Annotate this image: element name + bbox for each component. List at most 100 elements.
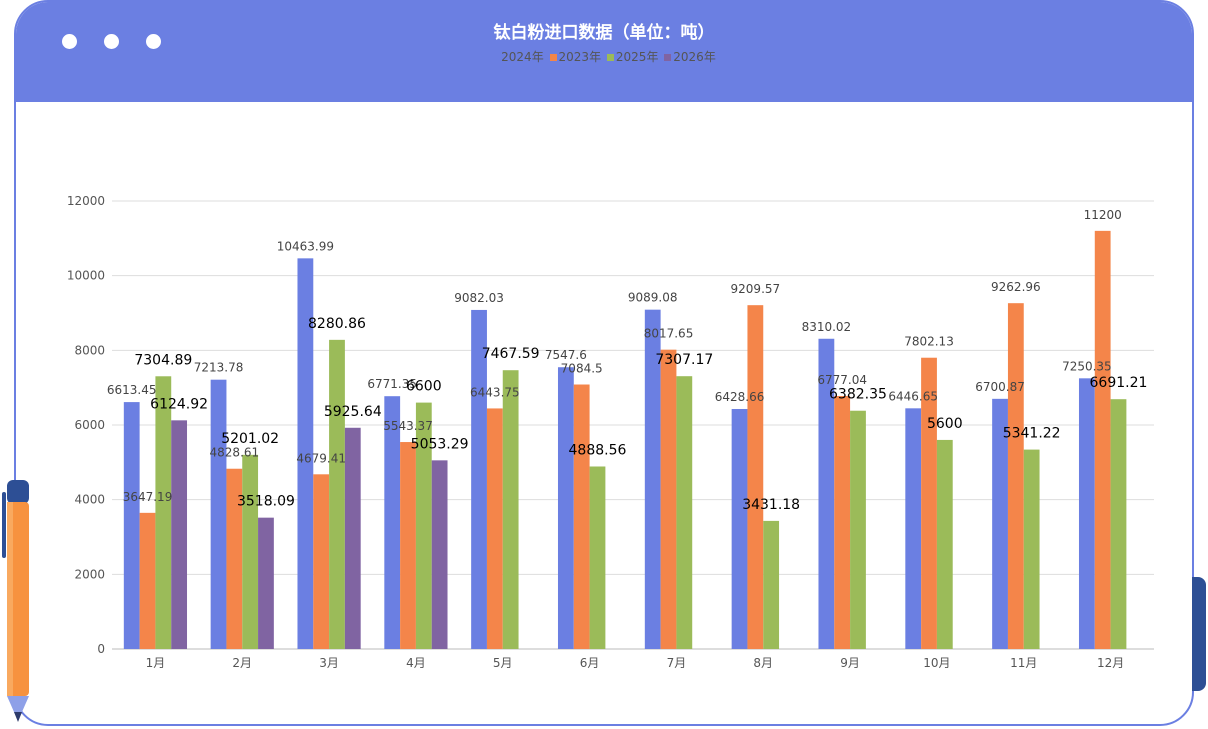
bar — [329, 339, 345, 649]
bar — [210, 379, 227, 649]
data-label: 6691.21 — [1090, 375, 1148, 391]
x-tick-label: 9月 — [840, 656, 860, 670]
x-tick-label: 2月 — [232, 656, 252, 670]
data-label: 9089.08 — [628, 291, 678, 305]
x-tick-label: 11月 — [1010, 656, 1037, 670]
bar — [258, 517, 274, 649]
legend-item[interactable]: 2025年 — [606, 48, 659, 65]
window-dot-icon[interactable] — [62, 34, 77, 49]
bar — [936, 439, 953, 649]
legend-item[interactable]: 2026年 — [664, 48, 716, 65]
data-label: 10463.99 — [277, 239, 334, 253]
data-label: 5600 — [927, 416, 963, 432]
bar — [155, 376, 172, 649]
chart-legend: 2024年 2023年 2025年 2026年 — [16, 48, 1192, 65]
data-label: 6600 — [406, 379, 442, 395]
legend-label: 2025年 — [615, 50, 659, 64]
bar — [226, 468, 243, 649]
data-label: 6443.75 — [470, 385, 520, 399]
bar — [384, 396, 401, 649]
legend-label: 2026年 — [673, 50, 716, 64]
bar — [573, 384, 590, 649]
bar — [1007, 303, 1024, 649]
bar — [1078, 378, 1095, 649]
bar — [471, 309, 487, 649]
data-label: 3647.19 — [123, 490, 173, 504]
data-label: 5053.29 — [411, 436, 469, 452]
pencil-icon — [2, 480, 29, 722]
bar — [400, 442, 416, 649]
legend-item[interactable]: 2023年 — [549, 48, 601, 65]
bar — [644, 309, 661, 649]
bar — [1110, 399, 1127, 649]
data-label: 7467.59 — [482, 346, 540, 362]
data-label: 5341.22 — [1003, 426, 1061, 442]
bar — [502, 370, 519, 649]
bar — [242, 454, 259, 649]
bar — [676, 376, 693, 649]
bar — [171, 420, 188, 649]
data-label: 7547.6 — [545, 348, 587, 362]
x-tick-label: 3月 — [319, 656, 339, 670]
y-tick-label: 0 — [97, 642, 105, 656]
bar — [431, 460, 448, 649]
bar — [123, 402, 140, 649]
bar — [905, 408, 922, 649]
bar — [660, 349, 677, 649]
legend-swatch — [492, 54, 500, 61]
bar — [486, 408, 503, 649]
y-tick-label: 6000 — [74, 418, 105, 432]
data-label: 3518.09 — [237, 494, 295, 510]
y-tick-label: 2000 — [74, 567, 105, 581]
bar — [1023, 449, 1040, 649]
window-dot-icon[interactable] — [146, 34, 161, 49]
bar — [921, 357, 937, 649]
data-label: 5925.64 — [324, 404, 382, 420]
x-tick-label: 12月 — [1097, 656, 1124, 670]
x-tick-label: 10月 — [923, 656, 950, 670]
bar — [992, 398, 1008, 649]
bar — [139, 512, 156, 649]
x-tick-label: 4月 — [406, 656, 426, 670]
bar — [313, 474, 330, 649]
window-header: 钛白粉进口数据（单位：吨） 2024年 2023年 2025年 2026年 — [16, 2, 1192, 102]
data-label: 6700.87 — [975, 380, 1025, 394]
x-tick-label: 8月 — [753, 656, 773, 670]
window-dot-icon[interactable] — [104, 34, 119, 49]
legend-swatch — [549, 54, 557, 61]
bar — [557, 367, 574, 649]
data-label: 11200 — [1084, 208, 1122, 222]
y-tick-label: 4000 — [74, 493, 105, 507]
bar — [415, 402, 432, 649]
bar — [589, 466, 606, 649]
y-tick-label: 12000 — [67, 194, 105, 208]
data-label: 7213.78 — [194, 361, 244, 375]
data-label: 6771.35 — [367, 377, 417, 391]
data-label: 8310.02 — [802, 320, 852, 334]
data-label: 6613.45 — [107, 383, 157, 397]
legend-item[interactable]: 2024年 — [492, 48, 544, 65]
x-tick-label: 6月 — [580, 656, 600, 670]
bar — [297, 258, 314, 649]
bar — [731, 408, 748, 649]
y-tick-label: 10000 — [67, 269, 105, 283]
data-label: 9209.57 — [731, 282, 781, 296]
bar — [763, 520, 780, 649]
data-label: 7304.89 — [134, 352, 192, 368]
bar — [344, 427, 361, 649]
x-tick-label: 1月 — [146, 656, 166, 670]
x-tick-label: 7月 — [667, 656, 687, 670]
data-label: 5543.37 — [383, 419, 433, 433]
bar — [747, 305, 764, 649]
data-label: 4828.61 — [210, 446, 260, 460]
data-label: 4888.56 — [569, 442, 627, 458]
legend-swatch — [606, 54, 614, 61]
data-label: 6124.92 — [150, 396, 208, 412]
data-label: 6382.35 — [829, 387, 887, 403]
data-label: 9082.03 — [454, 291, 504, 305]
data-label: 8017.65 — [644, 327, 694, 341]
bar — [850, 410, 866, 649]
data-label: 7250.35 — [1062, 359, 1112, 373]
legend-swatch — [664, 54, 672, 61]
